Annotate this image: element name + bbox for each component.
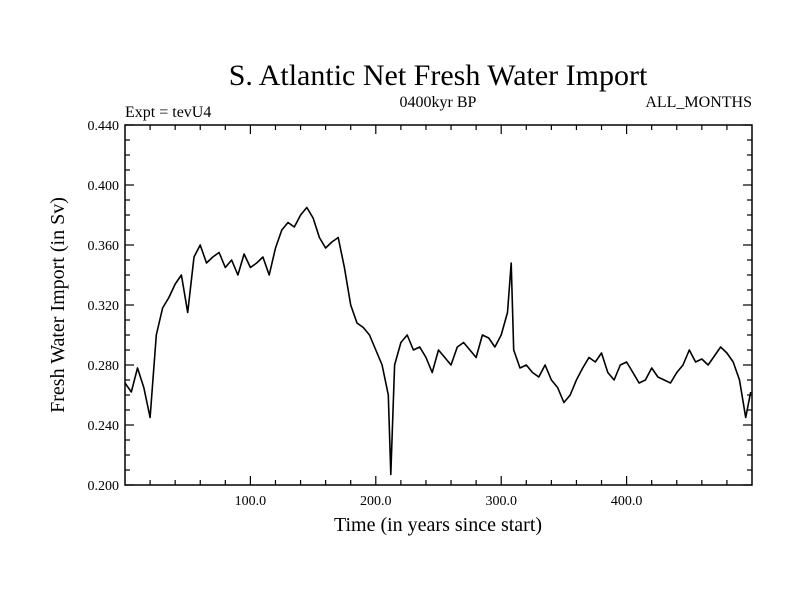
chart-title: S. Atlantic Net Fresh Water Import xyxy=(229,59,648,92)
y-tick-label: 0.440 xyxy=(88,119,120,134)
x-tick-label: 100.0 xyxy=(235,494,267,509)
x-tick-label: 300.0 xyxy=(485,494,517,509)
ticks-layer: 100.0 200.0 300.0 400.0 0.200 0.240 0.280 0.320… xyxy=(88,119,752,509)
plot-frame xyxy=(124,124,753,486)
y-tick-label: 0.240 xyxy=(88,419,120,434)
x-tick-label: 400.0 xyxy=(611,494,643,509)
chart-subtitle-right: ALL_MONTHS xyxy=(645,94,752,111)
y-tick-label: 0.320 xyxy=(88,299,120,314)
y-tick-label: 0.360 xyxy=(88,239,120,254)
y-axis-label: Fresh Water Import (in Sv) xyxy=(47,197,69,413)
y-tick-label: 0.280 xyxy=(88,359,120,374)
x-axis-label: Time (in years since start) xyxy=(334,514,542,536)
chart-subtitle-center: 0400kyr BP xyxy=(400,94,477,111)
y-tick-label: 0.200 xyxy=(88,479,120,494)
chart-subtitle-left: Expt = tevU4 xyxy=(125,104,211,121)
x-tick-label: 200.0 xyxy=(360,494,392,509)
series-line xyxy=(124,206,752,476)
y-tick-label: 0.400 xyxy=(88,179,120,194)
